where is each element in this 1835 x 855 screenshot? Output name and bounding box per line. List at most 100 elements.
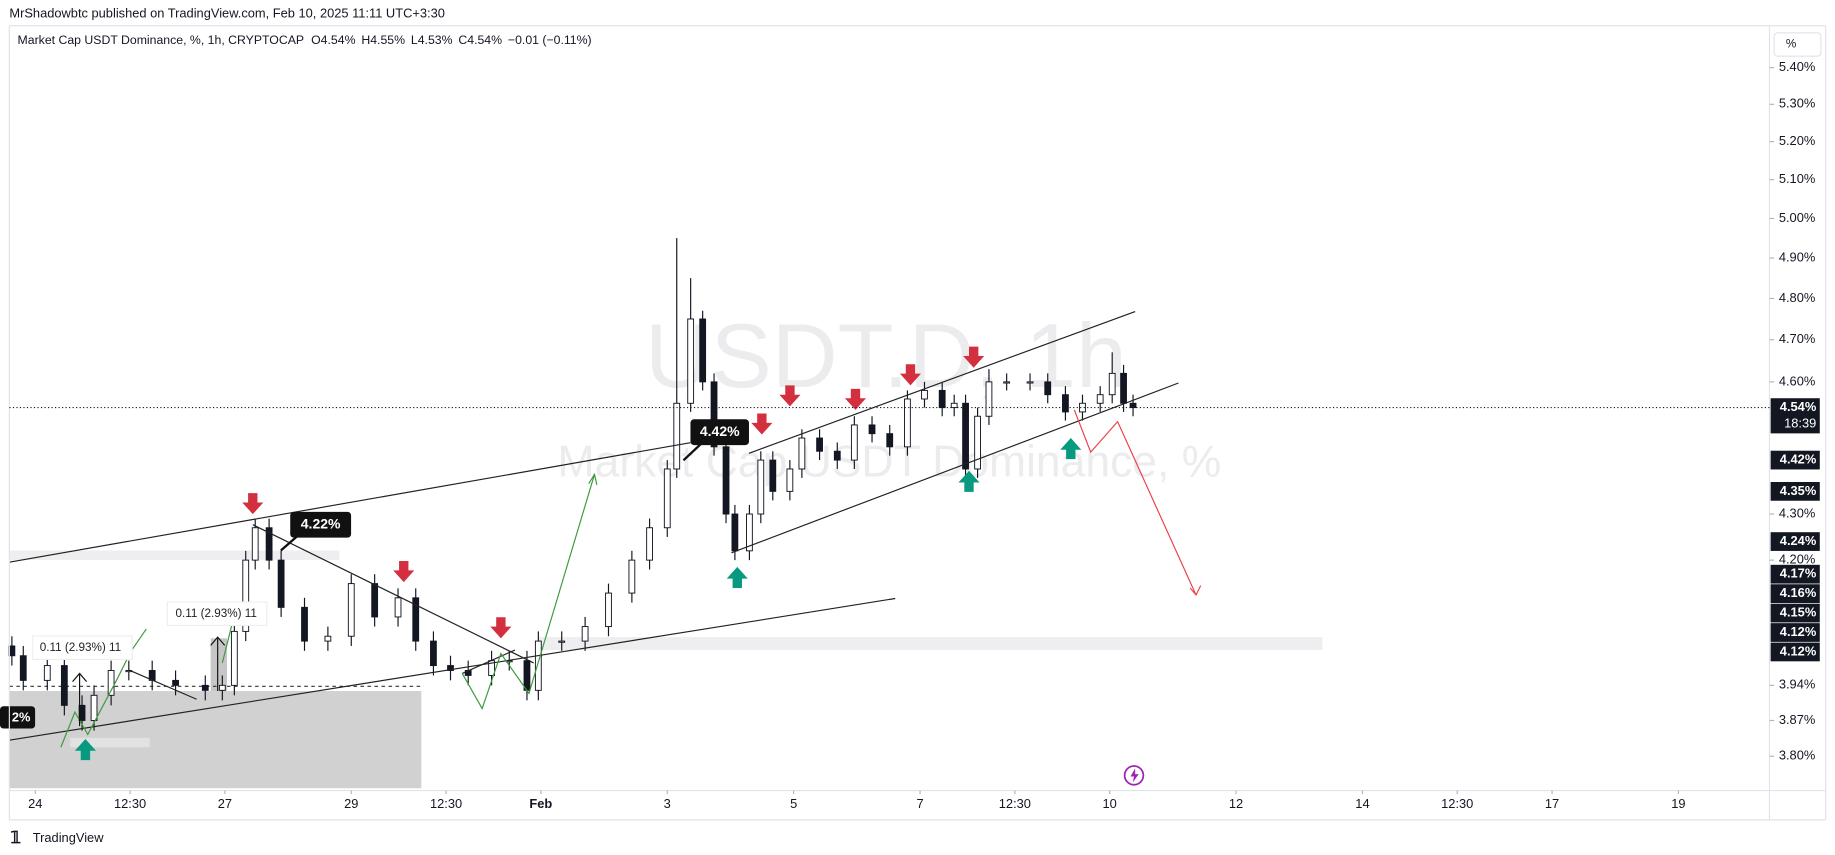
- arrowhead: [588, 472, 598, 486]
- buy-arrow: [726, 566, 748, 588]
- x-tick-label: Feb: [529, 796, 552, 811]
- candle-body: [19, 655, 27, 681]
- measure-box: [210, 638, 228, 692]
- measure-label: [32, 635, 133, 660]
- y-tick-label: 5.40%: [1779, 59, 1815, 74]
- y-tick-label: 3.87%: [1779, 712, 1815, 727]
- candle-body: [1096, 394, 1104, 404]
- candle-body: [904, 398, 911, 448]
- candle-body: [985, 381, 993, 417]
- candles: [8, 238, 1137, 731]
- trendline: [128, 669, 197, 700]
- price-tag: [1770, 450, 1820, 470]
- callout-text: 2%: [12, 709, 31, 724]
- buy-arrow: [1060, 438, 1082, 460]
- y-tick-label: 5.20%: [1779, 133, 1815, 148]
- arrowhead: [1189, 585, 1202, 597]
- sell-arrow: [844, 388, 867, 410]
- x-tick-label: 24: [28, 796, 42, 811]
- price-tag: [1770, 623, 1820, 642]
- x-tick-label: 17: [1545, 796, 1559, 811]
- candle-body: [447, 665, 454, 671]
- projection: [221, 625, 233, 664]
- candle-body: [523, 660, 531, 691]
- unit-button[interactable]: [1773, 32, 1822, 57]
- price-axis-bg: [1769, 25, 1835, 846]
- candle-body: [347, 583, 355, 637]
- event-icon[interactable]: [1123, 765, 1145, 786]
- candle-body: [731, 513, 739, 552]
- measure-text: 0.11 (2.93%) 11: [176, 607, 257, 620]
- price-tag-label: 4.15%: [1780, 604, 1817, 619]
- x-tick-label: 3: [664, 796, 671, 811]
- sell-arrow: [393, 561, 415, 583]
- candle-body: [230, 630, 238, 686]
- callout-text: 4.22%: [301, 515, 341, 531]
- candle-body: [301, 606, 308, 642]
- price-tag: [1770, 564, 1820, 584]
- trendline: [748, 310, 1136, 454]
- x-tick-label: 19: [1671, 796, 1685, 811]
- candle-body: [1108, 372, 1116, 396]
- y-tick-label: 5.30%: [1779, 96, 1815, 111]
- price-tag-label: 4.42%: [1780, 451, 1817, 466]
- publisher: MrShadowbtc published on TradingView.com…: [9, 5, 445, 20]
- unit: %: [1786, 38, 1796, 51]
- signal-arrows: [74, 346, 1082, 761]
- sell-arrow: [963, 346, 985, 368]
- trendline: [462, 649, 516, 674]
- candle-body: [534, 640, 542, 691]
- x-tick-label: 5: [790, 796, 797, 811]
- callout: [690, 419, 749, 446]
- candle-body: [1129, 402, 1137, 409]
- candle-body: [786, 468, 794, 492]
- candle-body: [769, 459, 777, 492]
- candle-body: [699, 318, 707, 383]
- publisher-bar: [0, 0, 1835, 26]
- price-tag: [1770, 584, 1820, 603]
- candle-body: [558, 640, 566, 643]
- x-tick-label: 7: [916, 796, 923, 811]
- candle-body: [60, 665, 68, 706]
- price-tag: [1770, 532, 1820, 551]
- price-tag: [1770, 482, 1820, 501]
- y-tick-label: 4.80%: [1779, 290, 1815, 305]
- ohlc-value: L4.53%: [411, 33, 453, 47]
- symbol: Market Cap USDT Dominance, %, 1h, CRYPTO…: [18, 33, 305, 47]
- x-tick-label: 14: [1355, 796, 1369, 811]
- sell-arrow: [751, 413, 773, 435]
- price-tag-label: 4.24%: [1780, 533, 1817, 548]
- candle-body: [107, 670, 115, 696]
- trendline: [9, 597, 896, 741]
- sell-arrow: [779, 385, 801, 407]
- ohlc-value: −0.01 (−0.11%): [508, 33, 592, 47]
- price-tag-label: 4.12%: [1780, 624, 1817, 639]
- candle-body: [1120, 372, 1127, 404]
- sell-arrow: [490, 617, 512, 639]
- y-tick-label: 4.30%: [1779, 505, 1815, 520]
- y-tick-label: 4.70%: [1779, 331, 1815, 346]
- candle-body: [962, 402, 969, 470]
- candle-body: [950, 402, 958, 409]
- candle-body: [798, 437, 806, 470]
- candle-body: [90, 694, 98, 721]
- buy-arrow: [958, 470, 980, 492]
- candle-body: [816, 437, 823, 452]
- candle-body: [412, 597, 420, 642]
- candle-body: [218, 684, 226, 691]
- trendline: [731, 382, 1179, 554]
- measure-text: 0.11 (2.93%) 11: [40, 641, 121, 654]
- projection: [461, 474, 596, 711]
- logo: 𝟙: [11, 829, 21, 847]
- candle-body: [324, 635, 332, 642]
- y-tick-label: 5.10%: [1779, 171, 1815, 186]
- candle-body: [710, 381, 718, 448]
- candle-body: [1003, 381, 1011, 384]
- last-price-label: 4.54%: [1780, 399, 1817, 414]
- y-tick-label: 4.90%: [1779, 249, 1815, 264]
- callout-pointer: [682, 441, 703, 462]
- y-tick-label: 3.80%: [1779, 748, 1815, 763]
- x-tick-label: 12:30: [430, 796, 462, 811]
- candle-body: [886, 433, 894, 448]
